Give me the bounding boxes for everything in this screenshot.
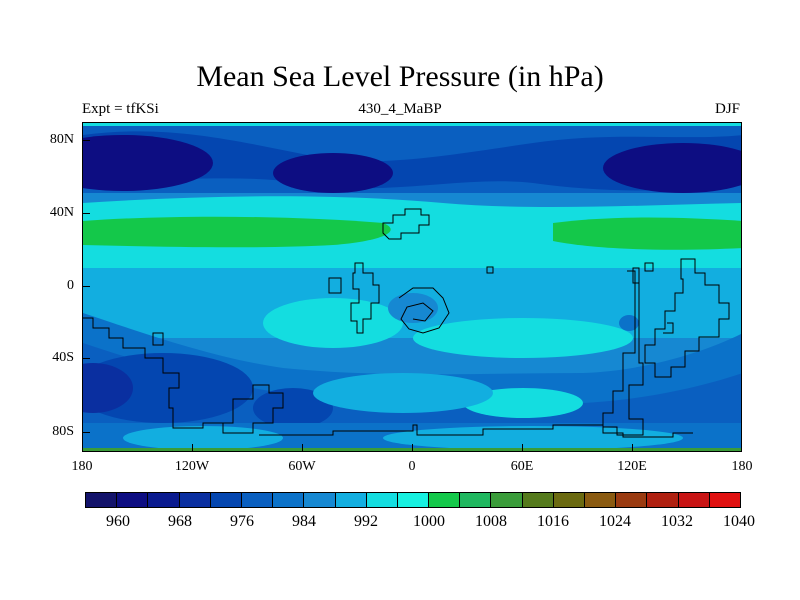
coast-island-1	[328, 277, 342, 294]
field-subtropical-high	[83, 196, 741, 276]
coastlines	[83, 208, 730, 438]
lon-label-120e: 120E	[617, 459, 647, 474]
colorbar-swatch	[397, 493, 430, 507]
coast-australia-bay	[663, 322, 674, 334]
field-south-ridge	[313, 373, 493, 413]
colorbar-swatch	[117, 493, 149, 507]
colorbar-swatch	[678, 493, 710, 507]
field-atlantic-high	[83, 216, 391, 248]
colorbar-swatch	[429, 493, 461, 507]
lon-label-180w: 180	[71, 459, 93, 474]
colorbar-swatch	[616, 493, 648, 507]
colorbar-swatch	[241, 493, 274, 507]
lat-tick	[82, 358, 90, 359]
colorbar-label: 992	[354, 513, 378, 530]
coast-antarctica	[259, 424, 693, 438]
colorbar-swatch	[709, 493, 740, 507]
coast-europe	[382, 208, 430, 240]
colorbar-swatch	[460, 493, 492, 507]
field-south-indian-high	[463, 388, 583, 418]
lat-label-80s: 80S	[52, 424, 74, 439]
lat-label-eq: 0	[67, 278, 74, 293]
field-north-low	[83, 131, 741, 191]
colorbar-label: 984	[292, 513, 316, 530]
colorbar-swatch	[335, 493, 367, 507]
lon-tick	[522, 444, 523, 452]
field-deep-low	[83, 363, 133, 413]
colorbar-label: 1040	[723, 513, 755, 530]
lon-tick	[192, 444, 193, 452]
field-pacific-high	[553, 217, 741, 250]
colorbar-swatch	[585, 493, 617, 507]
colorbar-swatch	[304, 493, 336, 507]
field-south-pacific-low	[83, 353, 253, 423]
lon-label-60w: 60W	[288, 459, 316, 474]
colorbar-swatch	[553, 493, 585, 507]
coast-south-america	[83, 317, 284, 434]
field-aus-low	[619, 315, 639, 331]
lat-tick	[82, 432, 90, 433]
field-tropical-high	[263, 298, 403, 348]
colorbar-label: 1024	[599, 513, 631, 530]
colorbar-label: 1008	[475, 513, 507, 530]
lon-label-120w: 120W	[174, 459, 210, 474]
lon-label-60e: 60E	[510, 459, 534, 474]
colorbar-swatch	[647, 493, 679, 507]
field-polar-high-2	[383, 426, 683, 450]
period-label: 430_4_MaBP	[358, 101, 442, 117]
field-polar-high-1	[123, 426, 283, 450]
colorbar-swatch	[210, 493, 242, 507]
lat-tick	[82, 286, 90, 287]
field-aleutian-low	[83, 135, 213, 191]
map-title: Mean Sea Level Pressure (in hPa)	[196, 60, 604, 93]
coast-asia-east	[644, 258, 730, 378]
colorbar	[85, 492, 741, 508]
colorbar-label: 1032	[661, 513, 693, 530]
colorbar-label: 960	[106, 513, 130, 530]
lon-tick	[302, 444, 303, 452]
colorbar-label: 1000	[413, 513, 445, 530]
field-iceland-low	[273, 153, 393, 193]
colorbar-swatch	[366, 493, 398, 507]
coast-island-2	[486, 266, 494, 274]
field-indian-high	[413, 318, 633, 358]
colorbar-swatch	[179, 493, 211, 507]
colorbar-swatch	[522, 493, 554, 507]
lon-label-180e: 180	[731, 459, 753, 474]
colorbar-swatch	[491, 493, 523, 507]
coast-africa-west	[350, 262, 380, 334]
colorbar-swatch	[273, 493, 305, 507]
colorbar-swatch	[148, 493, 180, 507]
colorbar-swatch	[86, 493, 118, 507]
coast-island-4	[644, 262, 654, 272]
colorbar-label: 976	[230, 513, 254, 530]
coast-africa-loop	[398, 287, 450, 334]
coast-island-5	[152, 332, 164, 346]
colorbar-label: 968	[168, 513, 192, 530]
lat-label-40s: 40S	[52, 350, 74, 365]
lat-label-40n: 40N	[49, 205, 74, 220]
colorbar-label: 1016	[537, 513, 569, 530]
experiment-label: Expt = tfKSi	[82, 101, 159, 117]
map-canvas	[83, 123, 741, 451]
pressure-map	[82, 122, 742, 452]
lat-tick	[82, 213, 90, 214]
lon-tick	[632, 444, 633, 452]
coast-australia-west	[602, 270, 644, 436]
lat-tick	[82, 140, 90, 141]
lon-label-0: 0	[408, 459, 416, 474]
lat-label-80n: 80N	[49, 132, 74, 147]
field-siberia-low	[603, 143, 741, 193]
season-label: DJF	[714, 101, 740, 117]
lon-tick	[412, 444, 413, 452]
field-africa-low	[388, 293, 438, 323]
field-north-pole-strip	[83, 123, 741, 126]
